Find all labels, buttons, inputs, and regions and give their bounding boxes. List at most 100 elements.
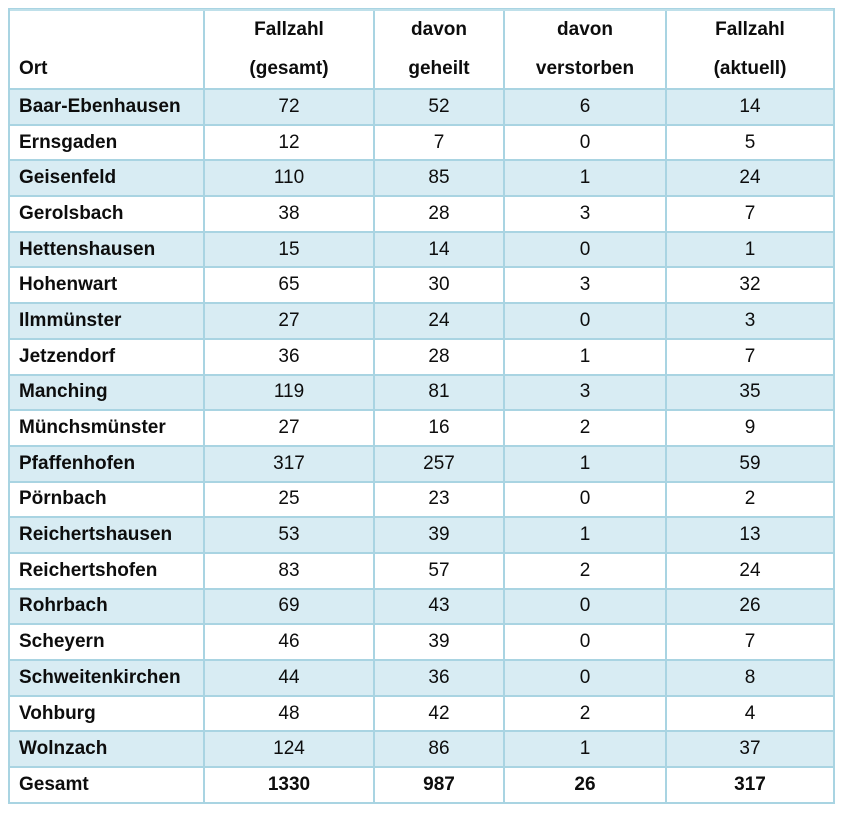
fallzahl-gesamt-cell: 317 (203, 444, 375, 483)
fallzahl-aktuell-cell: 32 (665, 266, 835, 305)
fallzahl-gesamt-cell: 83 (203, 551, 375, 590)
fallzahl-aktuell-cell: 1 (665, 230, 835, 269)
fallzahl-aktuell-cell: 59 (665, 444, 835, 483)
ort-cell: Geisenfeld (8, 159, 205, 198)
table-row: Ilmmünster 27 24 0 3 (8, 302, 835, 340)
fallzahl-aktuell-cell: 14 (665, 88, 835, 126)
header-line: davon (411, 19, 467, 40)
fallzahl-aktuell-cell: 7 (665, 337, 835, 376)
header-line: (aktuell) (713, 58, 787, 79)
davon-geheilt-cell: 257 (373, 444, 505, 483)
table-row: Wolnzach 124 86 1 37 (8, 730, 835, 769)
davon-geheilt-cell: 52 (373, 88, 505, 126)
davon-verstorben-cell: 0 (503, 302, 667, 340)
fallzahl-aktuell-cell: 7 (665, 195, 835, 233)
fallzahl-aktuell-cell: 4 (665, 694, 835, 733)
header-line: Fallzahl (254, 19, 324, 40)
fallzahl-aktuell-cell: 35 (665, 373, 835, 412)
davon-verstorben-cell: 1 (503, 444, 667, 483)
table-body: Baar-Ebenhausen 72 52 6 14 Ernsgaden 12 7 0 5 Geis… (8, 88, 835, 804)
fallzahl-gesamt-cell: 53 (203, 516, 375, 554)
ort-cell: Reichertshausen (8, 516, 205, 554)
ort-cell: Reichertshofen (8, 551, 205, 590)
table-row: Hettenshausen 15 14 0 1 (8, 230, 835, 269)
davon-geheilt-cell: 30 (373, 266, 505, 305)
fallzahl-gesamt-cell: 12 (203, 123, 375, 162)
header-fallzahl-gesamt: Fallzahl (gesamt) (203, 8, 375, 90)
davon-verstorben-cell: 0 (503, 123, 667, 162)
davon-verstorben-cell: 0 (503, 623, 667, 661)
table-row: Vohburg 48 42 2 4 (8, 694, 835, 733)
davon-verstorben-cell: 3 (503, 373, 667, 412)
davon-verstorben-cell: 0 (503, 659, 667, 697)
ort-cell: Ernsgaden (8, 123, 205, 162)
table-row: Schweitenkirchen 44 36 0 8 (8, 659, 835, 697)
ort-cell: Vohburg (8, 694, 205, 733)
davon-geheilt-cell: 86 (373, 730, 505, 769)
fallzahl-gesamt-cell: 72 (203, 88, 375, 126)
ort-cell: Gesamt (8, 766, 205, 804)
top-rule (10, 9, 833, 11)
davon-geheilt-cell: 14 (373, 230, 505, 269)
fallzahl-gesamt-cell: 124 (203, 730, 375, 769)
table-row: Scheyern 46 39 0 7 (8, 623, 835, 661)
davon-geheilt-cell: 85 (373, 159, 505, 198)
header-line: (gesamt) (249, 58, 329, 79)
davon-verstorben-cell: 3 (503, 266, 667, 305)
fallzahl-gesamt-cell: 1330 (203, 766, 375, 804)
fallzahl-gesamt-cell: 46 (203, 623, 375, 661)
table-row: Baar-Ebenhausen 72 52 6 14 (8, 88, 835, 126)
fallzahl-aktuell-cell: 26 (665, 587, 835, 626)
table-row: Pörnbach 25 23 0 2 (8, 480, 835, 519)
davon-verstorben-cell: 0 (503, 230, 667, 269)
table-row: Hohenwart 65 30 3 32 (8, 266, 835, 305)
davon-geheilt-cell: 39 (373, 516, 505, 554)
fallzahl-gesamt-cell: 48 (203, 694, 375, 733)
table-header: Ort Fallzahl (gesamt) davon geheilt davon v… (8, 8, 835, 90)
header-davon-verstorben: davon verstorben (503, 8, 667, 90)
davon-verstorben-cell: 1 (503, 337, 667, 376)
davon-geheilt-cell: 16 (373, 409, 505, 447)
fallzahl-gesamt-cell: 119 (203, 373, 375, 412)
fallzahl-gesamt-cell: 69 (203, 587, 375, 626)
header-line: geheilt (408, 58, 470, 79)
davon-verstorben-cell: 6 (503, 88, 667, 126)
davon-geheilt-cell: 28 (373, 337, 505, 376)
davon-geheilt-cell: 987 (373, 766, 505, 804)
table-row: Reichertshausen 53 39 1 13 (8, 516, 835, 554)
header-row: Ort Fallzahl (gesamt) davon geheilt davon v… (8, 8, 835, 90)
fallzahl-gesamt-cell: 44 (203, 659, 375, 697)
davon-geheilt-cell: 36 (373, 659, 505, 697)
table-row: Geisenfeld 110 85 1 24 (8, 159, 835, 198)
header-fallzahl-aktuell: Fallzahl (aktuell) (665, 8, 835, 90)
davon-verstorben-cell: 1 (503, 516, 667, 554)
table-row: Pfaffenhofen 317 257 1 59 (8, 444, 835, 483)
davon-geheilt-cell: 42 (373, 694, 505, 733)
davon-verstorben-cell: 3 (503, 195, 667, 233)
fallzahl-aktuell-cell: 8 (665, 659, 835, 697)
davon-geheilt-cell: 28 (373, 195, 505, 233)
davon-geheilt-cell: 81 (373, 373, 505, 412)
ort-cell: Schweitenkirchen (8, 659, 205, 697)
davon-geheilt-cell: 23 (373, 480, 505, 519)
davon-geheilt-cell: 43 (373, 587, 505, 626)
covid-cases-table: Ort Fallzahl (gesamt) davon geheilt davon v… (8, 8, 835, 804)
fallzahl-gesamt-cell: 25 (203, 480, 375, 519)
davon-verstorben-cell: 2 (503, 551, 667, 590)
fallzahl-gesamt-cell: 36 (203, 337, 375, 376)
ort-cell: Jetzendorf (8, 337, 205, 376)
davon-verstorben-cell: 0 (503, 587, 667, 626)
total-row: Gesamt 1330 987 26 317 (8, 766, 835, 804)
ort-cell: Münchsmünster (8, 409, 205, 447)
davon-verstorben-cell: 2 (503, 694, 667, 733)
table-row: Münchsmünster 27 16 2 9 (8, 409, 835, 447)
davon-verstorben-cell: 1 (503, 730, 667, 769)
header-davon-geheilt: davon geheilt (373, 8, 505, 90)
davon-geheilt-cell: 7 (373, 123, 505, 162)
table-row: Rohrbach 69 43 0 26 (8, 587, 835, 626)
davon-verstorben-cell: 26 (503, 766, 667, 804)
fallzahl-gesamt-cell: 65 (203, 266, 375, 305)
fallzahl-gesamt-cell: 38 (203, 195, 375, 233)
davon-verstorben-cell: 2 (503, 409, 667, 447)
davon-geheilt-cell: 24 (373, 302, 505, 340)
